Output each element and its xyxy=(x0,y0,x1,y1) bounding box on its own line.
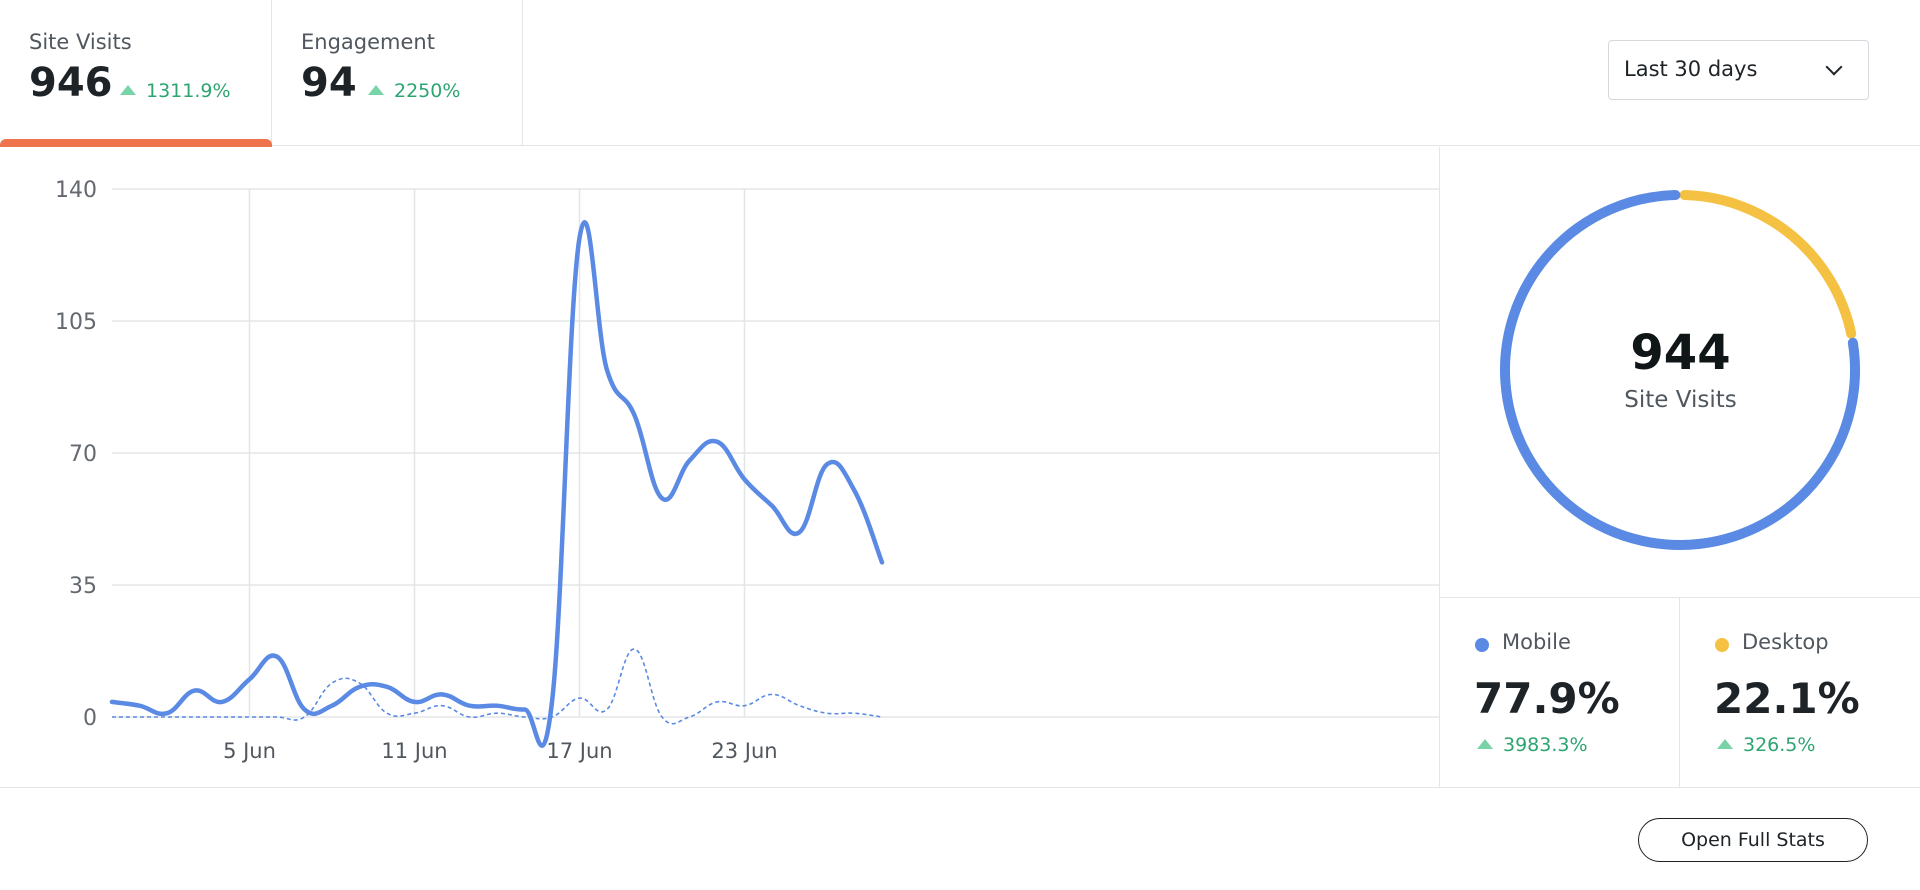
date-range-value: Last 30 days xyxy=(1624,57,1758,81)
legend-name: Desktop xyxy=(1742,630,1829,654)
tab-delta: 2250% xyxy=(368,80,460,102)
tab-value: 94 xyxy=(301,60,357,106)
legend-item-mobile: Mobile 77.9% 3983.3% xyxy=(1440,598,1680,788)
trend-up-icon xyxy=(1477,739,1493,749)
tab-delta: 1311.9% xyxy=(120,80,231,102)
series-line-primary xyxy=(109,220,885,748)
tab-engagement[interactable]: Engagement 94 2250% xyxy=(272,0,523,146)
trend-up-icon xyxy=(120,85,136,95)
tab-delta-value: 1311.9% xyxy=(146,80,231,102)
legend-delta-value: 326.5% xyxy=(1743,734,1816,756)
legend-item-desktop: Desktop 22.1% 326.5% xyxy=(1680,598,1920,788)
x-tick-label: 5 Jun xyxy=(223,739,276,763)
tab-label: Engagement xyxy=(301,30,435,54)
legend-name: Mobile xyxy=(1502,630,1571,654)
active-tab-indicator xyxy=(0,139,272,147)
legend-percent: 22.1% xyxy=(1714,674,1860,723)
y-tick-label: 105 xyxy=(55,310,97,335)
donut-total: 944 xyxy=(1630,325,1731,381)
tab-delta-value: 2250% xyxy=(394,80,461,102)
y-tick-label: 140 xyxy=(55,178,97,203)
tab-site-visits[interactable]: Site Visits 946 1311.9% xyxy=(0,0,272,147)
x-tick-label: 23 Jun xyxy=(711,739,777,763)
device-donut-chart xyxy=(1500,190,1860,550)
chevron-down-icon xyxy=(1825,58,1843,76)
donut-segment-desktop xyxy=(1679,190,1857,339)
desktop-dot-icon xyxy=(1715,638,1729,652)
line-chart: 140 105 70 35 0 5 Jun 11 Jun 17 Jun 23 Jun xyxy=(55,178,1440,763)
device-legend: Mobile 77.9% 3983.3% Desktop 22.1% 326.5… xyxy=(1440,597,1920,788)
tab-value: 946 xyxy=(29,60,113,106)
stats-tabs: Site Visits 946 1311.9% Engagement 94 22… xyxy=(0,0,1920,147)
legend-delta-value: 3983.3% xyxy=(1503,734,1588,756)
open-full-stats-button[interactable]: Open Full Stats xyxy=(1638,818,1868,862)
legend-percent: 77.9% xyxy=(1474,674,1620,723)
legend-delta: 3983.3% xyxy=(1477,734,1588,756)
device-breakdown-panel: 944 Site Visits Mobile 77.9% 3983.3% Des… xyxy=(1439,147,1920,788)
series-line-secondary xyxy=(112,648,883,725)
x-tick-label: 17 Jun xyxy=(546,739,612,763)
date-range-select[interactable]: Last 30 days xyxy=(1608,40,1869,100)
mobile-dot-icon xyxy=(1475,638,1489,652)
trend-up-icon xyxy=(368,85,384,95)
legend-delta: 326.5% xyxy=(1717,734,1815,756)
donut-segment-mobile xyxy=(1500,190,1860,550)
footer: Open Full Stats xyxy=(0,787,1920,890)
donut-label: Site Visits xyxy=(1624,387,1737,413)
y-tick-label: 35 xyxy=(69,574,97,599)
trend-up-icon xyxy=(1717,739,1733,749)
visits-chart: 140 105 70 35 0 5 Jun 11 Jun 17 Jun 23 Jun xyxy=(0,147,1440,787)
x-tick-label: 11 Jun xyxy=(381,739,447,763)
y-tick-label: 0 xyxy=(83,706,97,731)
tab-label: Site Visits xyxy=(29,30,132,54)
y-tick-label: 70 xyxy=(69,442,97,467)
